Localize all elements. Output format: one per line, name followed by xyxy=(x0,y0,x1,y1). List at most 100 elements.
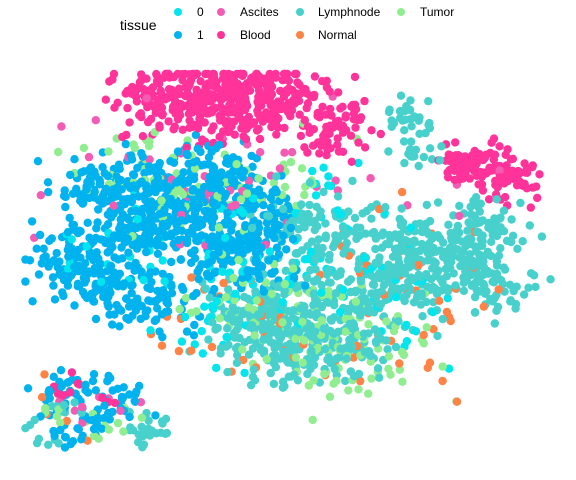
point-blood xyxy=(146,85,156,94)
point-0 xyxy=(158,256,167,265)
point-tumor xyxy=(280,182,290,192)
point-blood xyxy=(351,123,360,132)
point-1 xyxy=(279,231,288,240)
point-1 xyxy=(115,322,124,331)
point-lymphnode xyxy=(299,219,308,228)
point-1 xyxy=(113,282,123,291)
point-normal xyxy=(219,278,228,288)
point-1 xyxy=(274,250,284,259)
point-lymphnode xyxy=(342,354,351,363)
point-normal xyxy=(446,316,455,326)
point-lymphnode xyxy=(224,285,233,294)
point-1 xyxy=(108,320,117,329)
point-ascites xyxy=(256,148,265,157)
point-lymphnode xyxy=(382,336,391,345)
point-1 xyxy=(119,383,128,392)
point-lymphnode xyxy=(216,344,226,353)
legend-label-tumor: Tumor xyxy=(420,5,454,19)
point-tumor xyxy=(364,389,373,398)
point-1 xyxy=(193,221,203,231)
point-lymphnode xyxy=(266,368,275,378)
point-lymphnode xyxy=(461,267,470,276)
point-lymphnode xyxy=(259,346,269,355)
point-1 xyxy=(91,314,101,324)
point-lymphnode xyxy=(324,255,334,264)
point-0 xyxy=(180,312,190,322)
point-0 xyxy=(307,247,316,257)
point-tumor xyxy=(119,427,128,436)
point-1 xyxy=(243,266,252,275)
point-lymphnode xyxy=(59,400,69,410)
point-blood xyxy=(155,79,164,88)
point-lymphnode xyxy=(486,294,495,304)
point-normal xyxy=(207,342,217,352)
point-lymphnode xyxy=(369,227,379,237)
point-blood xyxy=(189,71,198,80)
point-1 xyxy=(266,269,276,278)
point-lymphnode xyxy=(309,360,319,370)
point-1 xyxy=(129,170,139,180)
point-blood xyxy=(135,78,145,87)
point-1 xyxy=(223,208,232,217)
point-1 xyxy=(158,219,167,229)
point-1 xyxy=(251,200,260,210)
point-0 xyxy=(160,277,169,286)
legend: tissue 0 1 Ascites Blood Lymphnode Normal Tumo… xyxy=(120,5,454,42)
point-ascites xyxy=(231,200,240,210)
point-normal xyxy=(479,302,488,311)
point-tumor xyxy=(104,147,113,156)
point-lymphnode xyxy=(385,230,394,240)
point-0 xyxy=(177,337,187,346)
point-lymphnode xyxy=(443,258,452,267)
point-normal xyxy=(187,346,196,355)
point-normal xyxy=(174,346,184,356)
point-blood xyxy=(152,71,162,80)
point-blood xyxy=(444,150,453,159)
point-lymphnode xyxy=(479,263,489,272)
point-lymphnode xyxy=(268,300,278,310)
point-lymphnode xyxy=(480,281,489,291)
point-0 xyxy=(333,206,342,215)
point-1 xyxy=(159,179,169,188)
point-blood xyxy=(198,135,207,144)
point-lymphnode xyxy=(293,249,302,258)
point-1 xyxy=(34,270,44,279)
point-lymphnode xyxy=(333,192,343,201)
point-lymphnode xyxy=(312,275,322,284)
point-blood xyxy=(347,157,356,166)
point-normal xyxy=(239,355,248,365)
point-lymphnode xyxy=(280,382,289,391)
point-tumor xyxy=(145,137,154,146)
point-blood xyxy=(208,90,217,99)
point-lymphnode xyxy=(427,155,437,164)
point-tumor xyxy=(325,392,335,401)
point-blood xyxy=(520,179,529,188)
point-1 xyxy=(227,226,236,235)
point-1 xyxy=(43,178,53,187)
point-lymphnode xyxy=(429,282,438,292)
point-0 xyxy=(197,327,206,336)
point-lymphnode xyxy=(259,319,268,328)
point-1 xyxy=(73,424,82,433)
point-ascites xyxy=(366,174,375,183)
point-1 xyxy=(182,149,191,159)
point-1 xyxy=(193,267,202,276)
point-1 xyxy=(88,376,98,386)
point-blood xyxy=(121,89,130,98)
point-lymphnode xyxy=(395,214,404,224)
point-lymphnode xyxy=(248,372,258,381)
point-1 xyxy=(275,221,284,230)
point-tumor xyxy=(229,273,238,283)
point-lymphnode xyxy=(324,353,333,362)
point-lymphnode xyxy=(492,195,501,204)
point-0 xyxy=(411,327,421,336)
point-ascites xyxy=(495,166,504,175)
point-lymphnode xyxy=(377,287,386,296)
point-0 xyxy=(146,326,155,335)
point-lymphnode xyxy=(433,231,443,240)
point-lymphnode xyxy=(507,215,516,224)
point-1 xyxy=(179,285,188,294)
point-lymphnode xyxy=(407,122,416,131)
point-lymphnode xyxy=(297,200,306,209)
point-1 xyxy=(259,287,269,296)
